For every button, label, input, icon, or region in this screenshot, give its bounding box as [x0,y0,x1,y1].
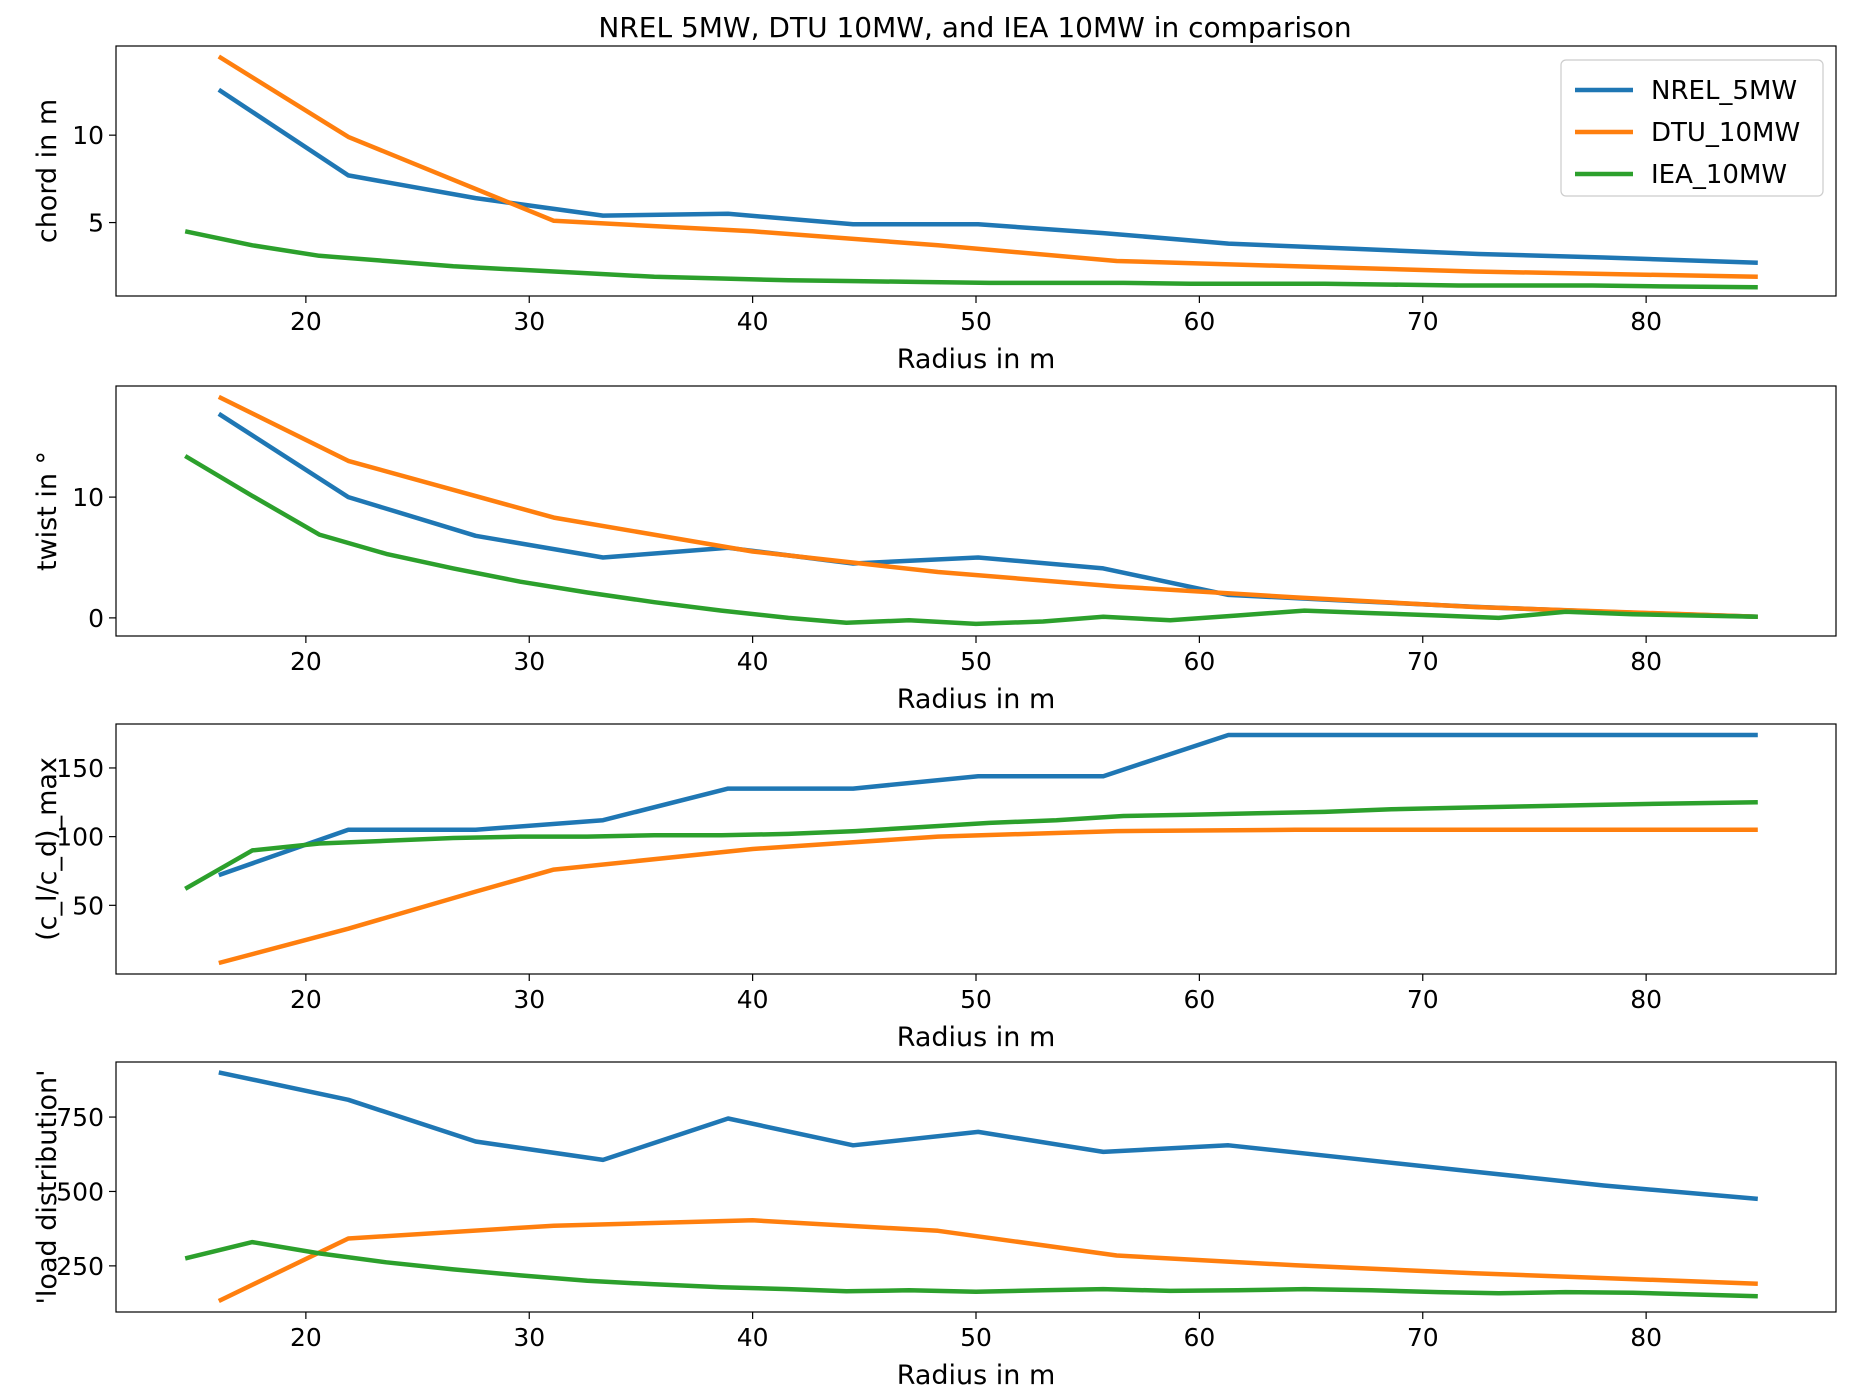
x-axis-label: Radius in m [897,344,1056,375]
x-tick-label: 70 [1407,647,1439,676]
y-axis-label: chord in m [32,99,63,243]
x-axis-label: Radius in m [897,1360,1056,1391]
y-tick-label: 750 [56,1103,104,1132]
x-tick-label: 20 [290,1323,322,1352]
series-line-dtu-10mw [218,827,1758,966]
subplot-1: 20 30 40 50 60 70 80 5 10 Radius in m chord in m NR… [32,45,1837,375]
x-tick-label: 20 [290,307,322,336]
subplot-4: 20 30 40 50 60 70 80 250 500 750 Radius in m 'load … [32,1061,1837,1391]
x-tick-label: 80 [1630,307,1662,336]
series-line-dtu-10mw [217,394,1758,619]
y-axis-label: twist in ° [32,451,63,571]
series-line-iea-10mw [184,229,1758,290]
series-line-nrel-5mw [218,1070,1758,1202]
series-line-iea-10mw [184,454,1758,627]
x-tick-label: 20 [290,985,322,1014]
y-tick-label: 100 [56,823,104,852]
y-tick-label: 500 [56,1177,104,1206]
y-tick-label: 150 [56,754,104,783]
y-tick-label: 50 [72,891,104,920]
series-line-dtu-10mw [217,54,1758,280]
x-tick-label: 30 [513,985,545,1014]
x-tick-label: 70 [1407,1323,1439,1352]
x-tick-label: 60 [1183,985,1215,1014]
y-tick-label: 10 [72,483,104,512]
figure-title: NREL 5MW, DTU 10MW, and IEA 10MW in comp… [598,11,1351,44]
legend-label: IEA_10MW [1651,160,1787,190]
series-line-dtu-10mw [217,1218,1758,1304]
x-tick-label: 50 [960,1323,992,1352]
axes-frame [115,45,1837,297]
x-axis-label: Radius in m [897,684,1056,715]
series-line-iea-10mw [184,1239,1758,1299]
x-tick-label: 40 [737,307,769,336]
axes-frame [115,1061,1837,1313]
x-tick-label: 30 [513,307,545,336]
x-tick-label: 60 [1183,307,1215,336]
x-tick-label: 70 [1407,985,1439,1014]
y-tick-label: 10 [72,121,104,150]
x-axis-label: Radius in m [897,1022,1056,1053]
x-tick-label: 40 [737,985,769,1014]
x-tick-label: 80 [1630,1323,1662,1352]
axes-frame [115,385,1837,637]
x-tick-label: 50 [960,647,992,676]
x-tick-label: 50 [960,307,992,336]
subplots: 20 30 40 50 60 70 80 5 10 Radius in m chord in m NR… [32,45,1837,1391]
subplot-3: 20 30 40 50 60 70 80 50 100 150 Radius in m (c_l/c_… [32,723,1837,1053]
x-tick-label: 40 [737,647,769,676]
y-axis-label: (c_l/c_d)_max [32,757,63,941]
legend: NREL_5MW DTU_10MW IEA_10MW [1560,59,1824,197]
y-tick-label: 5 [88,209,104,238]
axes-frame [115,723,1837,975]
x-tick-label: 20 [290,647,322,676]
x-tick-label: 80 [1630,647,1662,676]
y-tick-label: 0 [88,604,104,633]
series-line-nrel-5mw [217,411,1758,619]
legend-label: DTU_10MW [1651,118,1800,148]
x-tick-label: 70 [1407,307,1439,336]
x-tick-label: 50 [960,985,992,1014]
x-tick-label: 80 [1630,985,1662,1014]
series-line-iea-10mw [184,800,1758,891]
series-line-nrel-5mw [218,732,1758,878]
legend-label: NREL_5MW [1651,76,1797,106]
legend-box [1560,59,1824,197]
subplot-2: 20 30 40 50 60 70 80 0 10 Radius in m twist in ° [32,385,1837,715]
x-tick-label: 60 [1183,647,1215,676]
series-line-nrel-5mw [217,87,1758,266]
x-tick-label: 30 [513,1323,545,1352]
y-tick-label: 250 [56,1252,104,1281]
x-tick-label: 60 [1183,1323,1215,1352]
x-tick-label: 40 [737,1323,769,1352]
x-tick-label: 30 [513,647,545,676]
y-axis-label: 'load distribution' [32,1070,63,1305]
